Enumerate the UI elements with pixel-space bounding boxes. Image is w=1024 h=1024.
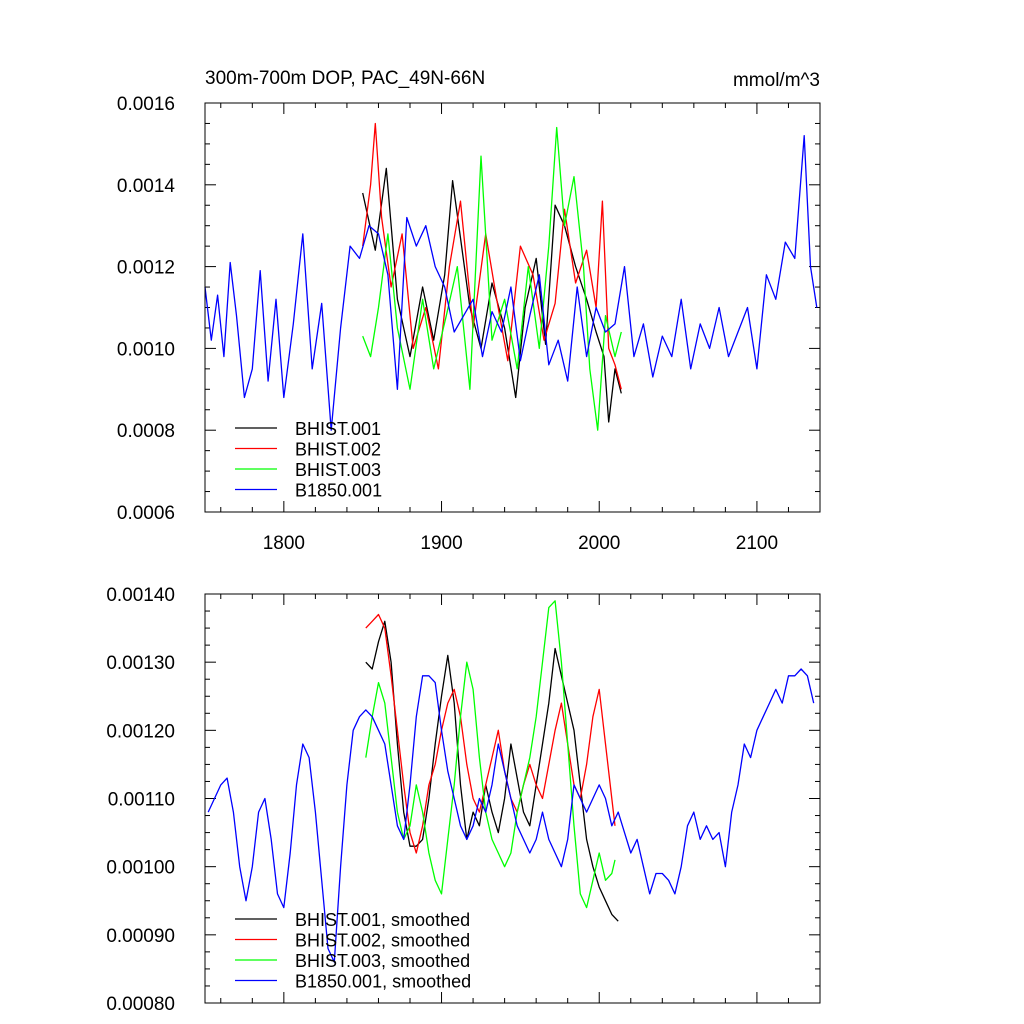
legend-label: BHIST.001	[295, 419, 381, 439]
x-tick-label: 2100	[736, 533, 778, 554]
y-tick-label: 0.00080	[106, 994, 175, 1015]
legend-label: BHIST.003, smoothed	[295, 951, 470, 971]
bottom-axis-ticks: 0.00080 0.00090 0.00100 0.00110 0.00120 0.001…	[106, 585, 821, 1015]
x-tick-label: 2000	[578, 533, 620, 554]
y-tick-label: 0.00120	[106, 721, 175, 742]
top-chart-title: 300m-700m DOP, PAC_49N-66N	[205, 68, 485, 89]
series-line	[362, 126, 622, 431]
bottom-series-lines	[207, 600, 815, 963]
y-tick-label: 0.00090	[106, 926, 175, 947]
series-line	[362, 167, 622, 423]
y-tick-label: 0.00140	[106, 585, 175, 606]
series-line	[362, 122, 622, 390]
series-line	[365, 613, 616, 854]
legend-label: BHIST.001, smoothed	[295, 910, 470, 930]
top-series-lines	[204, 122, 818, 431]
y-tick-label: 0.0006	[117, 503, 175, 524]
y-tick-label: 0.0012	[117, 258, 175, 279]
y-tick-label: 0.0016	[117, 94, 175, 115]
y-tick-label: 0.0010	[117, 339, 175, 360]
legend-label: BHIST.002	[295, 440, 381, 460]
legend-label: BHIST.003	[295, 460, 381, 480]
top-panel: 300m-700m DOP, PAC_49N-66N mmol/m^3 1800…	[117, 68, 821, 554]
x-tick-label: 1800	[263, 533, 305, 554]
y-tick-label: 0.0008	[117, 421, 175, 442]
legend-label: B1850.001, smoothed	[295, 972, 471, 992]
series-line	[204, 135, 818, 431]
y-tick-label: 0.0014	[117, 176, 176, 197]
x-tick-label: 1900	[420, 533, 462, 554]
series-line	[207, 668, 815, 963]
legend-label: BHIST.002, smoothed	[295, 931, 470, 951]
top-plot-frame	[204, 102, 821, 513]
series-line	[365, 620, 619, 922]
bottom-panel: 0.00080 0.00090 0.00100 0.00110 0.00120 0.001…	[106, 585, 821, 1015]
bottom-plot-frame	[204, 593, 821, 1004]
legend-label: B1850.001	[295, 481, 382, 501]
y-tick-label: 0.00130	[106, 653, 175, 674]
top-chart-units: mmol/m^3	[733, 70, 820, 91]
series-line	[365, 600, 616, 909]
top-axis-ticks: 1800 1900 2000 2100 0.0006 0.0008 0.0010 0.0012…	[117, 94, 821, 554]
y-tick-label: 0.00110	[108, 790, 175, 811]
y-tick-label: 0.00100	[106, 858, 175, 879]
